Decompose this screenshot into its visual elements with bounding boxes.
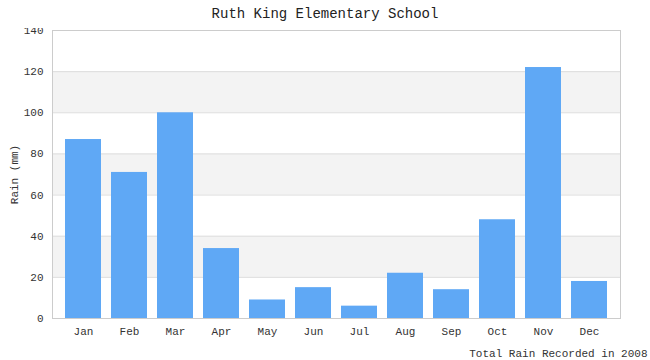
svg-text:20: 20	[30, 272, 43, 284]
svg-text:Total Rain Recorded in 2008: Total Rain Recorded in 2008	[469, 348, 647, 360]
svg-text:Jan: Jan	[74, 326, 94, 338]
svg-text:120: 120	[24, 66, 44, 78]
svg-text:Oct: Oct	[488, 326, 508, 338]
svg-text:Sep: Sep	[442, 326, 462, 338]
svg-text:100: 100	[24, 107, 44, 119]
svg-text:Apr: Apr	[212, 326, 232, 338]
svg-text:Feb: Feb	[120, 326, 140, 338]
svg-text:0: 0	[37, 313, 44, 325]
svg-text:140: 140	[24, 28, 44, 37]
svg-text:40: 40	[30, 231, 43, 243]
html-text:Ruth King Elementary School: Ruth King Elementary School	[211, 6, 439, 22]
svg-text:May: May	[258, 326, 278, 338]
svg-text:Nov: Nov	[534, 326, 554, 338]
svg-text:Mar: Mar	[166, 326, 186, 338]
svg-text:Dec: Dec	[580, 326, 600, 338]
svg-text:Jul: Jul	[350, 326, 370, 338]
svg-text:60: 60	[30, 190, 43, 202]
svg-text:80: 80	[30, 148, 43, 160]
svg-text:Aug: Aug	[396, 326, 416, 338]
svg-text:Rain (mm): Rain (mm)	[9, 145, 21, 204]
svg-text:Jun: Jun	[304, 326, 324, 338]
